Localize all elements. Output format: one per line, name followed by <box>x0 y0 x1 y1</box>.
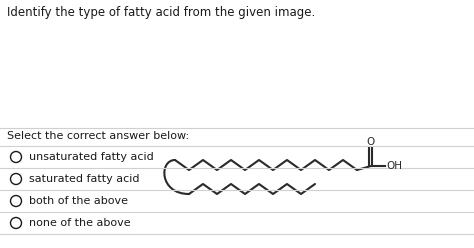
Text: none of the above: none of the above <box>29 218 131 228</box>
Text: Identify the type of fatty acid from the given image.: Identify the type of fatty acid from the… <box>7 6 315 19</box>
Circle shape <box>10 174 21 185</box>
Text: unsaturated fatty acid: unsaturated fatty acid <box>29 152 154 162</box>
Text: O: O <box>367 137 375 147</box>
Circle shape <box>10 217 21 228</box>
Circle shape <box>10 152 21 162</box>
Text: both of the above: both of the above <box>29 196 128 206</box>
Text: saturated fatty acid: saturated fatty acid <box>29 174 139 184</box>
Text: OH: OH <box>386 161 402 171</box>
Circle shape <box>10 195 21 207</box>
Text: Select the correct answer below:: Select the correct answer below: <box>7 131 189 141</box>
